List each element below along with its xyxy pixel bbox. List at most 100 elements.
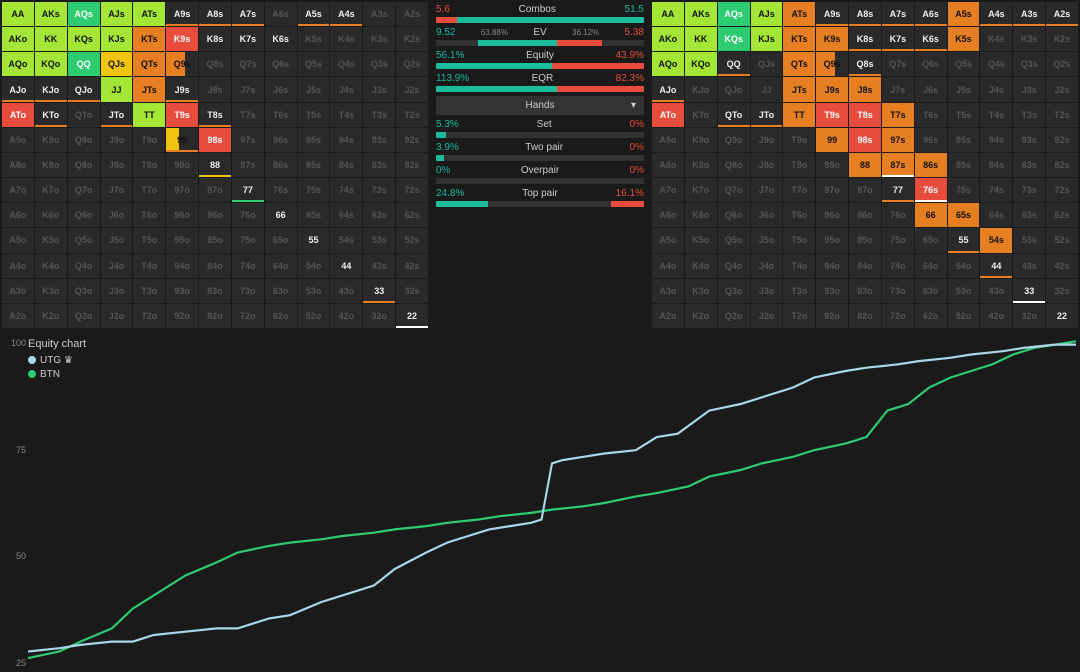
hand-cell-84o[interactable]: 84o	[199, 254, 231, 278]
hand-cell-65s[interactable]: 65s	[948, 203, 980, 227]
hand-cell-Q4o[interactable]: Q4o	[718, 254, 750, 278]
hand-cell-JTs[interactable]: JTs	[133, 77, 165, 101]
hand-cell-33[interactable]: 33	[363, 279, 395, 303]
hand-cell-74s[interactable]: 74s	[330, 178, 362, 202]
hand-cell-53s[interactable]: 53s	[1013, 228, 1045, 252]
hand-cell-82o[interactable]: 82o	[199, 304, 231, 328]
hand-cell-82s[interactable]: 82s	[1046, 153, 1078, 177]
hand-cell-53o[interactable]: 53o	[298, 279, 330, 303]
hand-cell-K4o[interactable]: K4o	[35, 254, 67, 278]
hand-cell-74o[interactable]: 74o	[232, 254, 264, 278]
hand-cell-T9o[interactable]: T9o	[783, 128, 815, 152]
hand-cell-J2s[interactable]: J2s	[1046, 77, 1078, 101]
hand-cell-53o[interactable]: 53o	[948, 279, 980, 303]
hand-cell-Q7s[interactable]: Q7s	[882, 52, 914, 76]
hand-cell-A9o[interactable]: A9o	[2, 128, 34, 152]
hand-cell-A9s[interactable]: A9s	[816, 2, 848, 26]
hand-cell-63o[interactable]: 63o	[265, 279, 297, 303]
hand-cell-64s[interactable]: 64s	[980, 203, 1012, 227]
hand-cell-A2o[interactable]: A2o	[652, 304, 684, 328]
hand-cell-K5s[interactable]: K5s	[298, 27, 330, 51]
hand-cell-A5s[interactable]: A5s	[298, 2, 330, 26]
hand-cell-99[interactable]: 99	[816, 128, 848, 152]
hand-cell-94s[interactable]: 94s	[980, 128, 1012, 152]
hand-cell-AQs[interactable]: AQs	[68, 2, 100, 26]
hand-cell-42s[interactable]: 42s	[1046, 254, 1078, 278]
hand-cell-Q4s[interactable]: Q4s	[330, 52, 362, 76]
hand-cell-J7s[interactable]: J7s	[232, 77, 264, 101]
hand-cell-A2s[interactable]: A2s	[1046, 2, 1078, 26]
hand-cell-77[interactable]: 77	[882, 178, 914, 202]
hand-cell-54o[interactable]: 54o	[298, 254, 330, 278]
hand-cell-K8s[interactable]: K8s	[849, 27, 881, 51]
hand-cell-Q5s[interactable]: Q5s	[298, 52, 330, 76]
hand-cell-76o[interactable]: 76o	[232, 203, 264, 227]
hand-cell-Q6o[interactable]: Q6o	[718, 203, 750, 227]
hand-cell-J9s[interactable]: J9s	[166, 77, 198, 101]
hand-cell-QTs[interactable]: QTs	[783, 52, 815, 76]
hand-cell-94o[interactable]: 94o	[816, 254, 848, 278]
hand-cell-AJs[interactable]: AJs	[101, 2, 133, 26]
range-grid-right[interactable]: AAAKsAQsAJsATsA9sA8sA7sA6sA5sA4sA3sA2sAK…	[650, 0, 1080, 330]
hand-cell-A7o[interactable]: A7o	[652, 178, 684, 202]
hand-cell-88[interactable]: 88	[849, 153, 881, 177]
hand-cell-52o[interactable]: 52o	[948, 304, 980, 328]
hand-cell-AQo[interactable]: AQo	[2, 52, 34, 76]
hand-cell-T8s[interactable]: T8s	[199, 103, 231, 127]
hand-cell-A6s[interactable]: A6s	[265, 2, 297, 26]
hand-cell-Q8o[interactable]: Q8o	[718, 153, 750, 177]
hand-cell-AQs[interactable]: AQs	[718, 2, 750, 26]
hand-cell-K9o[interactable]: K9o	[685, 128, 717, 152]
hand-cell-Q5o[interactable]: Q5o	[718, 228, 750, 252]
hand-cell-44[interactable]: 44	[330, 254, 362, 278]
hand-cell-AKs[interactable]: AKs	[35, 2, 67, 26]
hand-cell-84o[interactable]: 84o	[849, 254, 881, 278]
hand-cell-63s[interactable]: 63s	[1013, 203, 1045, 227]
hand-cell-T4o[interactable]: T4o	[783, 254, 815, 278]
hand-cell-95s[interactable]: 95s	[948, 128, 980, 152]
hand-cell-A5o[interactable]: A5o	[652, 228, 684, 252]
hand-cell-J7s[interactable]: J7s	[882, 77, 914, 101]
hand-cell-A7s[interactable]: A7s	[882, 2, 914, 26]
hand-cell-A4o[interactable]: A4o	[652, 254, 684, 278]
hand-cell-Q3s[interactable]: Q3s	[1013, 52, 1045, 76]
hand-cell-52o[interactable]: 52o	[298, 304, 330, 328]
hand-cell-Q3o[interactable]: Q3o	[68, 279, 100, 303]
hand-cell-AKo[interactable]: AKo	[652, 27, 684, 51]
hand-cell-65o[interactable]: 65o	[265, 228, 297, 252]
hand-cell-A8o[interactable]: A8o	[2, 153, 34, 177]
hand-cell-87s[interactable]: 87s	[882, 153, 914, 177]
hand-cell-96s[interactable]: 96s	[915, 128, 947, 152]
hand-cell-22[interactable]: 22	[396, 304, 428, 328]
hand-cell-62s[interactable]: 62s	[1046, 203, 1078, 227]
hand-cell-K3s[interactable]: K3s	[1013, 27, 1045, 51]
hand-cell-55[interactable]: 55	[948, 228, 980, 252]
hand-cell-K5o[interactable]: K5o	[35, 228, 67, 252]
hand-cell-84s[interactable]: 84s	[980, 153, 1012, 177]
hand-cell-Q3s[interactable]: Q3s	[363, 52, 395, 76]
hand-cell-K2o[interactable]: K2o	[35, 304, 67, 328]
hand-cell-73o[interactable]: 73o	[232, 279, 264, 303]
hand-cell-92o[interactable]: 92o	[816, 304, 848, 328]
hand-cell-K6o[interactable]: K6o	[685, 203, 717, 227]
hand-cell-AKs[interactable]: AKs	[685, 2, 717, 26]
hand-cell-KJo[interactable]: KJo	[685, 77, 717, 101]
hand-cell-K8s[interactable]: K8s	[199, 27, 231, 51]
hand-cell-76s[interactable]: 76s	[915, 178, 947, 202]
hand-cell-K9s[interactable]: K9s	[166, 27, 198, 51]
hand-cell-65s[interactable]: 65s	[298, 203, 330, 227]
hand-cell-96o[interactable]: 96o	[816, 203, 848, 227]
hand-cell-Q8s[interactable]: Q8s	[199, 52, 231, 76]
hand-cell-Q6s[interactable]: Q6s	[265, 52, 297, 76]
hand-cell-73o[interactable]: 73o	[882, 279, 914, 303]
hand-cell-63s[interactable]: 63s	[363, 203, 395, 227]
hand-cell-J8o[interactable]: J8o	[101, 153, 133, 177]
hand-cell-KJs[interactable]: KJs	[101, 27, 133, 51]
hand-cell-KQs[interactable]: KQs	[68, 27, 100, 51]
hand-cell-A3o[interactable]: A3o	[652, 279, 684, 303]
hand-cell-55[interactable]: 55	[298, 228, 330, 252]
hand-cell-A9o[interactable]: A9o	[652, 128, 684, 152]
hand-cell-Q2s[interactable]: Q2s	[1046, 52, 1078, 76]
hand-cell-43o[interactable]: 43o	[980, 279, 1012, 303]
hand-cell-K8o[interactable]: K8o	[35, 153, 67, 177]
